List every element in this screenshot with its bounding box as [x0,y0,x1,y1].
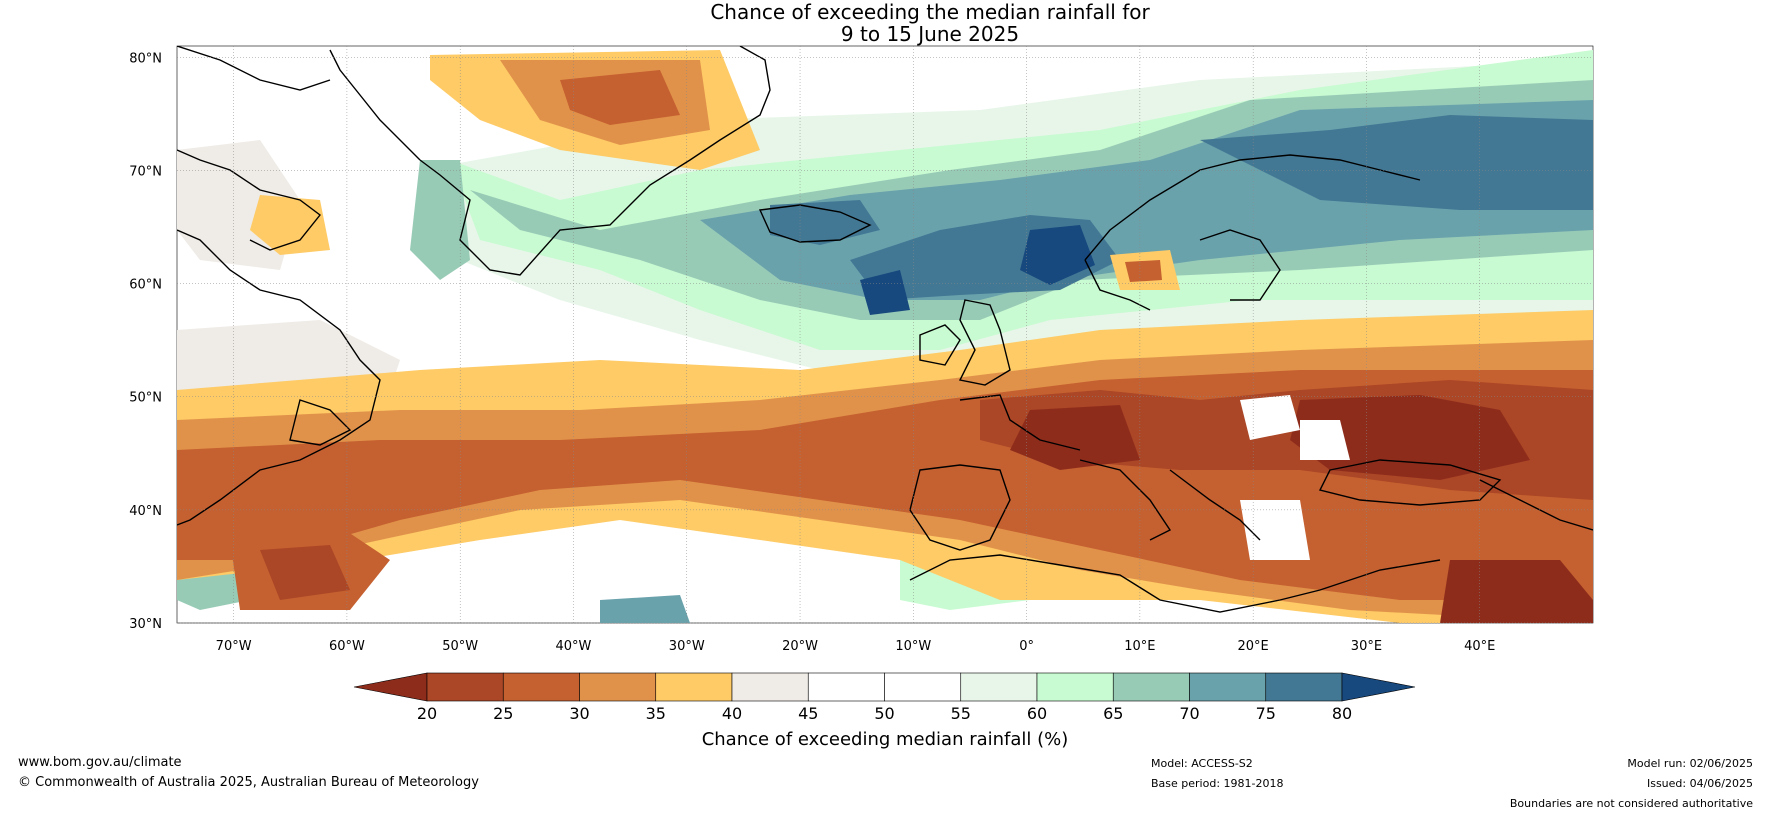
latitude-label: 80°N [129,51,162,66]
longitude-label: 40°W [556,639,592,654]
longitude-labels: 70°W 60°W 50°W 40°W 30°W 20°W 10°W 0° 10°E 20°E 30… [216,639,1496,654]
latitude-label: 50°N [129,391,162,406]
colorbar-segment [426,672,504,702]
copyright-text: © Commonwealth of Australia 2025, Austra… [18,775,479,790]
model-text: Model: ACCESS-S2 [1151,757,1253,770]
longitude-label: 30°W [669,639,705,654]
colorbar-segment [807,672,885,702]
longitude-label: 20°W [782,639,818,654]
longitude-label: 40°E [1464,639,1495,654]
colorbar-segment [502,672,580,702]
colorbar-tick-label: 35 [646,704,666,723]
longitude-label: 50°W [442,639,478,654]
colorbar-extend-high [1341,672,1416,702]
latitude-label: 60°N [129,278,162,293]
colorbar-tick-labels: 20 25 30 35 40 45 50 55 60 65 70 75 80 [417,704,1352,723]
longitude-label: 10°W [895,639,931,654]
latitude-label: 30°N [129,617,162,632]
boundaries-disclaimer: Boundaries are not considered authoritat… [1509,797,1753,810]
colorbar-label: Chance of exceeding median rainfall (%) [702,729,1069,750]
coastlines [177,46,1593,613]
longitude-label: 20°E [1238,639,1269,654]
colorbar-tick-label: 20 [417,704,437,723]
latitude-label: 40°N [129,504,162,519]
colorbar-tick-label: 65 [1103,704,1123,723]
base-period-text: Base period: 1981-2018 [1151,777,1284,790]
rainfall-probability-field [177,50,1593,623]
colorbar-segment [579,672,657,702]
colorbar-segment [960,672,1038,702]
colorbar-tick-label: 30 [569,704,589,723]
colorbar-tick-label: 25 [493,704,513,723]
longitude-label: 70°W [216,639,252,654]
colorbar-tick-label: 50 [874,704,894,723]
colorbar-segment [1265,672,1343,702]
longitude-label: 30°E [1351,639,1382,654]
longitude-label: 10°E [1124,639,1155,654]
colorbar-tick-label: 75 [1256,704,1276,723]
map-title-line2: 9 to 15 June 2025 [840,22,1020,46]
model-run-text: Model run: 02/06/2025 [1627,757,1753,770]
latitude-labels: 80°N 70°N 60°N 50°N 40°N 30°N [129,51,162,632]
colorbar [353,672,1416,702]
colorbar-segment [1036,672,1114,702]
colorbar-tick-label: 80 [1332,704,1352,723]
colorbar-tick-label: 60 [1027,704,1047,723]
longitude-label: 60°W [329,639,365,654]
colorbar-tick-label: 45 [798,704,818,723]
map-title-line1: Chance of exceeding the median rainfall … [710,0,1150,24]
graticule [177,46,1593,624]
longitude-label: 0° [1019,639,1034,654]
colorbar-segment [1189,672,1267,702]
colorbar-extend-low [353,672,428,702]
website-link[interactable]: www.bom.gov.au/climate [18,755,182,770]
issued-text: Issued: 04/06/2025 [1646,777,1753,790]
colorbar-segment [884,672,962,702]
colorbar-segment [655,672,733,702]
latitude-label: 70°N [129,164,162,179]
colorbar-tick-label: 70 [1179,704,1199,723]
colorbar-tick-label: 55 [951,704,971,723]
colorbar-segment [731,672,809,702]
colorbar-tick-label: 40 [722,704,742,723]
colorbar-segment [1112,672,1190,702]
